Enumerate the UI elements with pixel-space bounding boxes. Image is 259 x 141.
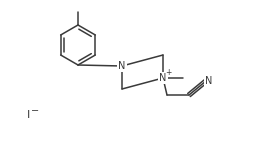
Text: N: N (118, 61, 126, 71)
Text: I: I (26, 110, 30, 120)
Text: +: + (165, 68, 172, 77)
Text: N: N (205, 76, 213, 86)
Text: N: N (159, 73, 167, 83)
Text: −: − (31, 106, 39, 116)
